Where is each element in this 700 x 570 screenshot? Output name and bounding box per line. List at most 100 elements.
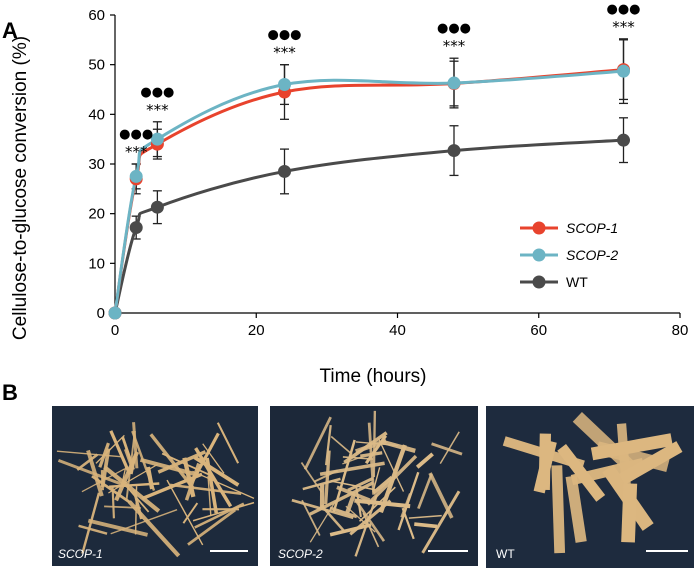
straw-piece <box>161 452 212 477</box>
data-point-scop-2 <box>447 76 461 90</box>
straw-piece <box>109 430 132 476</box>
error-bars <box>131 38 628 240</box>
photo-scop-1: SCOP-1 <box>52 406 258 566</box>
straw-pieces <box>56 422 255 558</box>
legend-label: SCOP-1 <box>566 220 618 236</box>
straw-piece <box>332 439 356 513</box>
straw-piece <box>132 422 139 469</box>
data-point-wt <box>617 133 630 147</box>
legend-swatch-marker <box>532 248 546 262</box>
data-point-wt <box>129 221 143 235</box>
legend-swatch-marker <box>532 275 546 289</box>
data-point-wt <box>447 144 461 158</box>
straw-piece <box>618 441 683 485</box>
straw-piece <box>149 433 195 490</box>
straw-piece <box>129 453 137 475</box>
x-tick-label: 0 <box>111 322 119 339</box>
photo-wt: WT <box>486 406 694 568</box>
straw-piece <box>324 425 332 466</box>
straw-piece <box>355 501 386 542</box>
straw-piece <box>301 499 321 536</box>
photo-label: SCOP-2 <box>278 547 323 561</box>
straw-piece <box>87 518 148 537</box>
significance-dots: ●●● <box>267 28 301 43</box>
straw-piece <box>565 475 587 543</box>
significance-dots: ●●● <box>119 127 153 142</box>
straw-piece <box>439 431 460 465</box>
straw-pieces <box>291 410 463 557</box>
photo-scop-2: SCOP-2 <box>270 406 478 566</box>
straw-piece <box>551 465 566 554</box>
series-line-scop-1 <box>113 68 624 314</box>
y-tick-label: 0 <box>97 305 105 322</box>
straw-piece <box>330 435 353 455</box>
straw-piece <box>95 434 125 464</box>
significance-dots: ●●● <box>140 85 174 100</box>
straw-piece <box>342 456 374 460</box>
significance-stars: *** <box>612 18 635 36</box>
significance-annotations: ***●●●***●●●***●●●***●●● ***●●● <box>119 2 640 161</box>
y-tick-label: 50 <box>88 57 105 74</box>
straw-piece <box>193 455 240 487</box>
significance-stars: *** <box>146 101 169 119</box>
straw-piece <box>377 437 405 492</box>
straw-piece <box>408 514 442 519</box>
straw-piece <box>302 477 341 491</box>
straw-piece <box>120 464 127 487</box>
straw-piece <box>145 466 155 490</box>
x-tick-label: 40 <box>389 322 406 339</box>
straw-piece <box>100 469 104 491</box>
straw-piece <box>380 439 416 453</box>
straw-piece <box>91 474 131 504</box>
straw-piece <box>192 470 255 499</box>
straw-piece <box>169 483 242 495</box>
straw-piece <box>303 416 332 471</box>
y-tick-label: 60 <box>88 7 105 24</box>
straw-piece <box>347 476 374 492</box>
straw-piece <box>355 441 398 447</box>
significance-stars: *** <box>125 143 148 161</box>
straw-piece <box>621 483 638 543</box>
data-points <box>108 63 630 320</box>
data-point-wt <box>278 164 291 178</box>
straw-piece <box>431 442 463 456</box>
straw-piece <box>324 450 331 505</box>
data-point-wt <box>150 200 164 214</box>
straw-piece <box>378 444 407 514</box>
straw-piece <box>421 490 461 554</box>
photo-label: SCOP-1 <box>58 547 103 561</box>
straw-piece <box>309 500 337 543</box>
straw-piece <box>166 479 204 546</box>
legend-label: SCOP-2 <box>566 247 618 263</box>
x-tick-label: 20 <box>248 322 265 339</box>
y-tick-label: 10 <box>88 255 105 272</box>
straw-piece <box>329 523 372 537</box>
straw-pieces <box>502 412 683 554</box>
straw-piece <box>216 422 240 464</box>
significance-dots: ●●● <box>606 2 640 17</box>
straw-piece <box>81 492 101 554</box>
straw-piece <box>194 447 233 508</box>
y-axis-label: Cellulose-to-glucose conversion (%) <box>10 36 31 340</box>
significance-dots: ●●● <box>437 21 471 36</box>
legend: SCOP-1 SCOP-2 WT <box>520 220 618 290</box>
straw-piece <box>139 457 196 477</box>
straw-piece <box>428 472 454 519</box>
data-point-scop-2 <box>108 306 122 320</box>
y-axis-ticks: 0 10 20 30 40 50 60 <box>88 7 115 322</box>
straw-piece <box>362 512 380 548</box>
straw-piece <box>502 436 585 470</box>
straw-piece <box>182 502 199 524</box>
straw-piece <box>192 501 255 522</box>
straw-piece <box>57 458 127 488</box>
panel-letter-a: A <box>2 18 18 43</box>
straw-piece <box>417 473 433 510</box>
data-point-scop-2 <box>150 132 164 146</box>
straw-piece <box>202 443 225 474</box>
straw-piece <box>86 449 104 497</box>
y-tick-label: 30 <box>88 156 105 173</box>
significance-stars: *** <box>443 37 466 55</box>
data-point-scop-2 <box>129 169 143 183</box>
data-point-scop-2 <box>617 64 630 78</box>
